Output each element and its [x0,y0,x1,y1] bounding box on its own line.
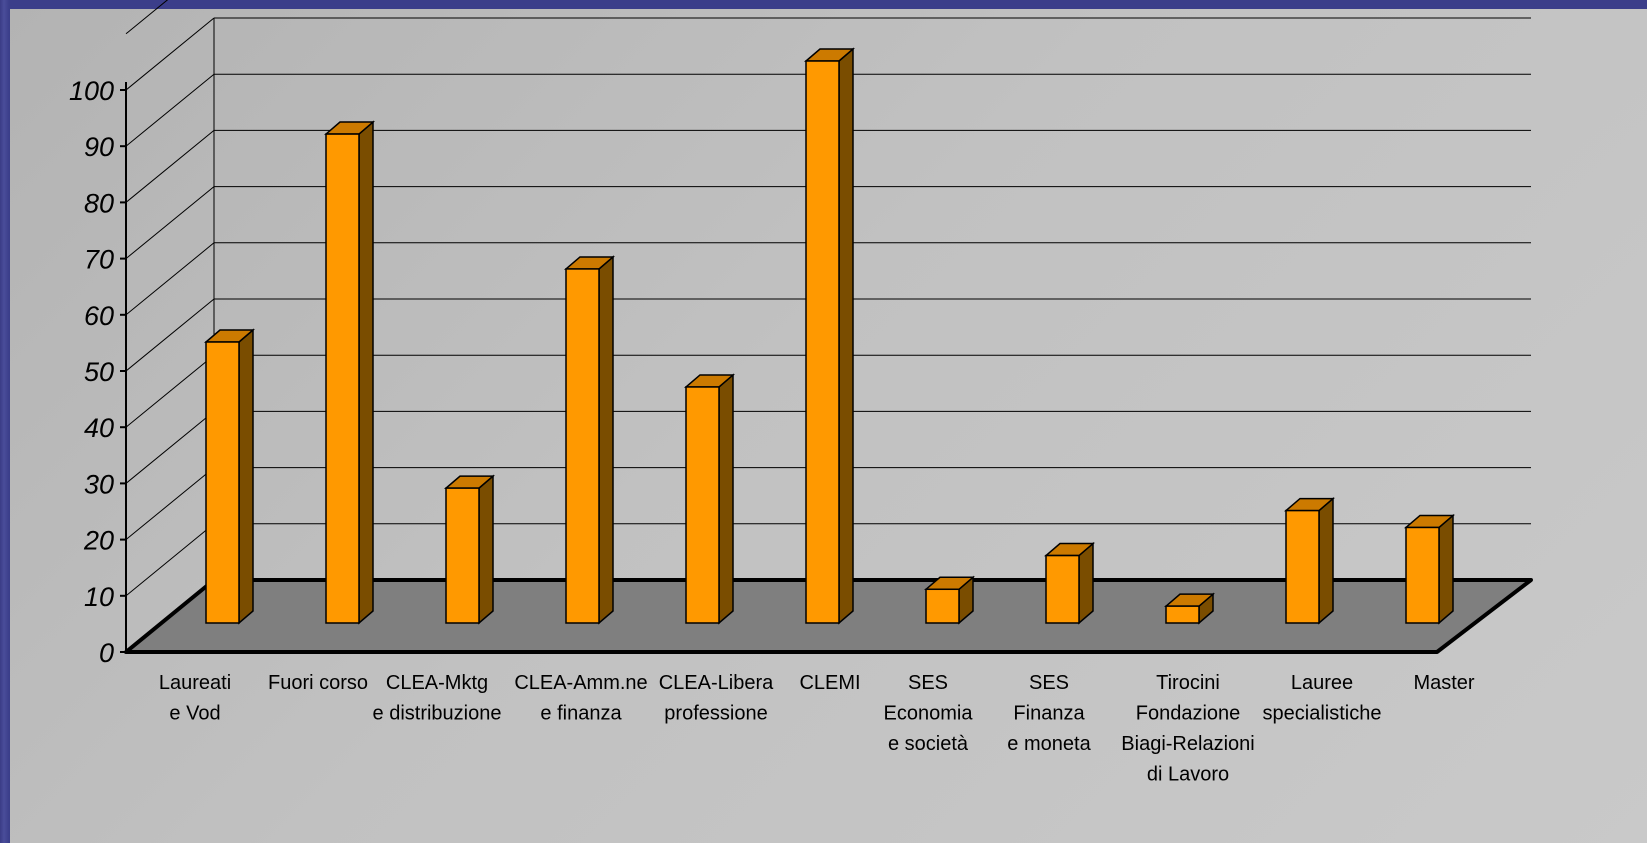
x-tick-label-line: CLEA-Libera [659,672,774,694]
x-tick-label-line: Finanza [1013,703,1085,725]
bar-front [565,268,600,624]
x-tick-label-line: Biagi-Relazioni [1121,733,1254,755]
bar-side [1318,496,1334,625]
y-tick-label: 0 [99,638,114,668]
x-tick-label-line: e società [888,733,969,755]
bar-side [1438,513,1454,625]
bar [203,328,256,625]
bar-front [1045,554,1080,624]
y-tick-label: 10 [84,582,114,612]
x-tick-label-line: Lauree [1291,672,1353,694]
bar-front [805,60,840,624]
bar [443,474,496,625]
bar [1043,541,1096,625]
gridline-side [125,186,215,259]
x-tick-label-line: Fondazione [1136,703,1241,725]
bar [1283,496,1336,625]
y-tick-label: 70 [84,245,114,275]
gridline-side [125,73,215,147]
bar-front [445,487,480,624]
x-tick-label-line: Tirocini [1156,672,1220,694]
gridline-side [125,523,215,597]
x-tick-label: SES Economia e società [884,672,974,755]
bar-front [205,341,240,624]
bar [563,255,616,625]
x-tick-label-line: Laureati [159,672,231,694]
x-axis-tick-labels: Laureati e Vod Fuori corso CLEA-Mktg e distr… [159,672,1475,786]
y-tick-label: 30 [84,469,114,499]
gridline-side [125,17,215,91]
y-axis-tick-labels: 0 10 20 30 40 50 60 70 80 90 100 [69,76,114,668]
y-tick-label: 50 [84,357,114,387]
gridlines [125,0,1531,597]
y-tick-label: 100 [69,76,114,106]
bar-front [325,133,360,624]
x-tick-label: CLEA-Amm.ne e finanza [514,672,647,725]
x-tick-label-line: di Lavoro [1147,764,1229,786]
x-tick-label-line: e moneta [1007,733,1091,755]
x-tick-label-line: CLEA-Amm.ne [514,672,647,694]
x-tick-label-line: Economia [884,703,974,725]
x-tick-label: Master [1413,672,1474,694]
x-tick-label: Laureati e Vod [159,672,231,725]
x-tick-label-line: e finanza [540,703,622,725]
x-tick-label-line: CLEMI [799,672,860,694]
x-tick-label-line: professione [664,703,767,725]
bar-front [685,386,720,624]
y-tick-label: 40 [84,413,114,443]
gridline-side [125,298,215,372]
bar-side [1078,541,1094,625]
gridline-side [125,467,215,540]
x-tick-label: CLEMI [799,672,860,694]
bar-side [598,255,614,625]
bar-front [1165,605,1200,624]
y-tick-label: 20 [83,526,114,556]
bar-side [358,120,374,625]
bar-side [478,474,494,625]
bar [1163,592,1216,625]
x-tick-label: CLEA-Libera professione [659,672,774,725]
bars [203,47,1456,625]
bar-side [238,328,254,625]
x-tick-label: CLEA-Mktg e distribuzione [373,672,502,725]
x-tick-label-line: SES [1029,672,1069,694]
gridline-side [125,0,169,35]
x-tick-label-line: SES [908,672,948,694]
gridline-side [125,411,215,484]
x-tick-label-line: specialistiche [1263,703,1382,725]
x-tick-label-line: e Vod [169,703,220,725]
x-tick-label: Fuori corso [268,672,368,694]
x-tick-label: Tirocini Fondazione Biagi-Relazioni di Lavo… [1121,672,1254,786]
bar [923,575,976,625]
bar [323,120,376,625]
x-tick-label-line: Fuori corso [268,672,368,694]
y-tick-label: 90 [84,132,114,162]
gridline-side [125,242,215,316]
y-tick-label: 60 [84,301,114,331]
x-tick-label-line: Master [1413,672,1474,694]
x-tick-label-line: CLEA-Mktg [386,672,488,694]
gridline-side [125,354,215,428]
bar-side [838,47,854,625]
bar [1403,513,1456,625]
bar [683,373,736,625]
x-tick-label-line: e distribuzione [373,703,502,725]
floor-left-edge [125,579,215,653]
gridline-side [125,130,215,203]
x-tick-label: SES Finanza e moneta [1007,672,1091,755]
bar [803,47,856,625]
y-tick-label: 80 [84,188,114,218]
bar-front [1405,526,1440,624]
bar-front [925,588,960,624]
bar-side [718,373,734,625]
x-tick-label: Lauree specialistiche [1263,672,1382,725]
bar-front [1285,509,1320,624]
